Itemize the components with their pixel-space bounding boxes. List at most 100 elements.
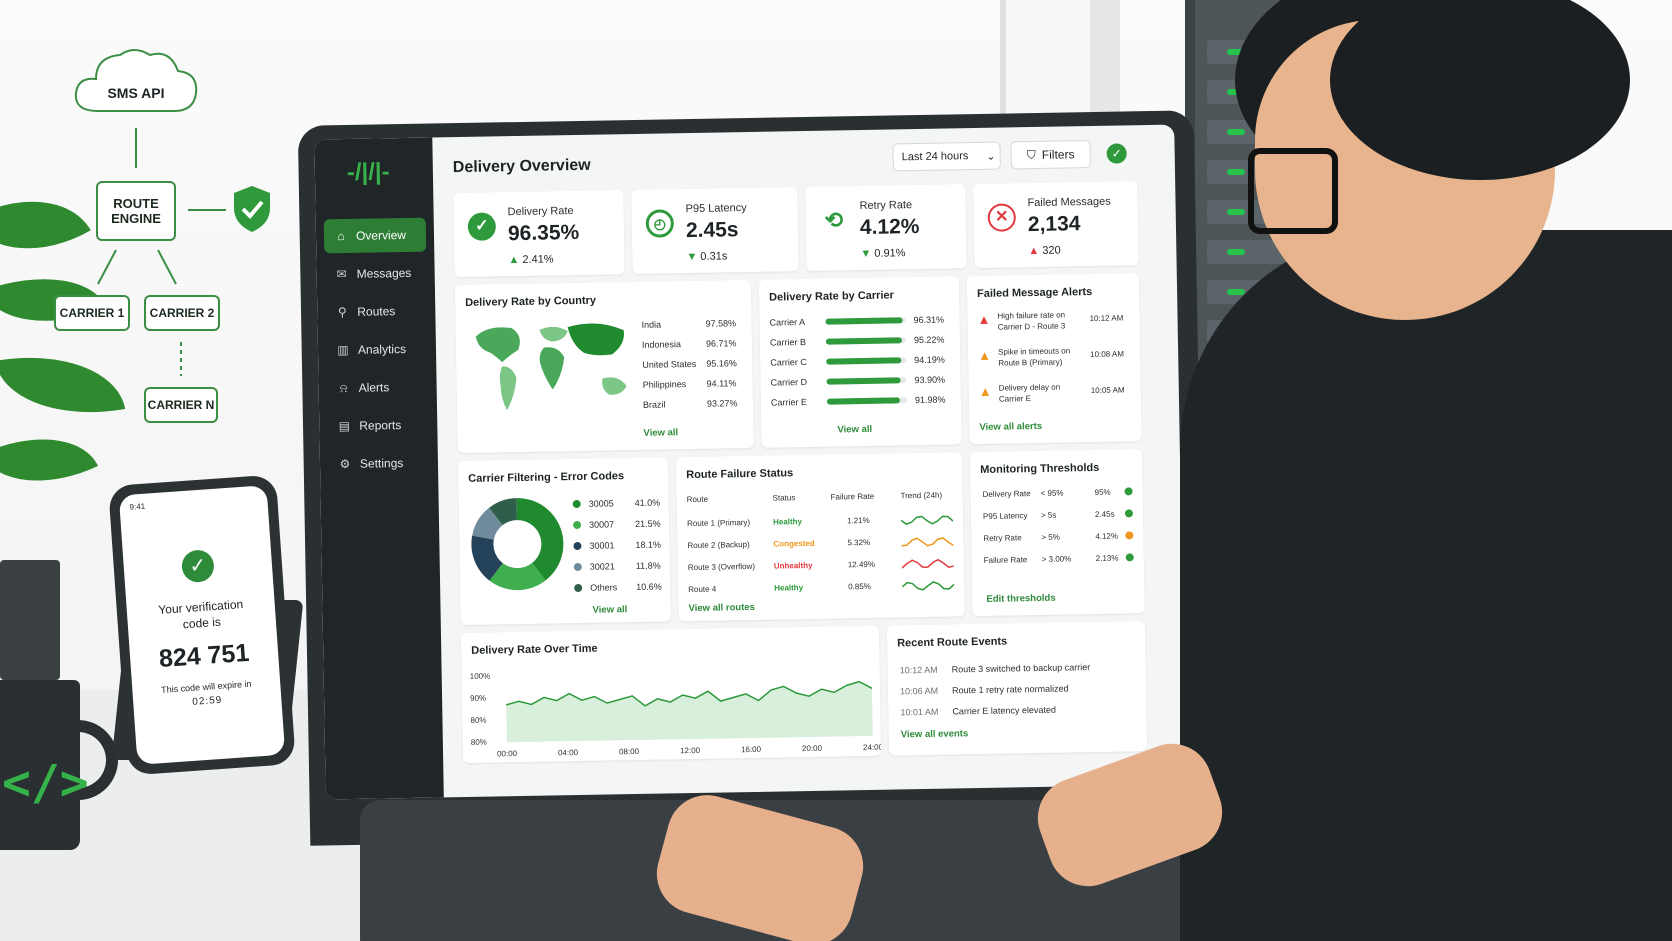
country-card: Delivery Rate by Country India 97.58% Indo…: [454, 279, 754, 454]
country-rate: 95.16%: [706, 358, 737, 369]
warning-icon: ▲: [977, 311, 991, 328]
view-all-alerts-link[interactable]: View all alerts: [979, 420, 1043, 433]
carrier-1-box: CARRIER 1: [54, 295, 130, 331]
error-code: Others: [590, 582, 618, 593]
y-tick-label: 80%: [471, 738, 487, 747]
error-code-pct: 11.8%: [635, 560, 661, 572]
view-all-events-link[interactable]: View all events: [900, 728, 969, 741]
card-title: Monitoring Thresholds: [980, 461, 1100, 476]
person-hair: [1330, 0, 1630, 180]
legend-swatch: [573, 520, 582, 530]
filter-icon: ⛉: [1026, 147, 1036, 162]
arrow-connector: [135, 128, 137, 168]
arrow-down-icon: ▼: [686, 250, 698, 264]
route-events-card: Recent Route Events 10:12 AM Route 3 swit…: [886, 621, 1148, 756]
carrier-rate-bar-fill: [825, 337, 902, 345]
sidebar-item-label: Routes: [357, 304, 396, 319]
card-title: Delivery Rate by Country: [465, 294, 597, 309]
alerts-list: ▲ High failure rate on Carrier D - Route 3…: [967, 273, 1139, 403]
main-content: Delivery Overview Last 24 hours ⌄ ⛉ Filter…: [440, 125, 1185, 798]
event-time: 10:06 AM: [899, 685, 939, 697]
route-status: Unhealthy: [773, 560, 813, 571]
delivery-rate-line: [505, 680, 873, 707]
threshold-metric: P95 Latency: [982, 511, 1028, 521]
sidebar-item-label: Reports: [359, 418, 402, 433]
carrier-2-box: CARRIER 2: [144, 295, 220, 331]
analytics-icon: ▥: [337, 342, 349, 358]
gear-icon: ⚙: [339, 456, 351, 472]
view-all-countries-link[interactable]: View all: [643, 427, 679, 439]
route-failure-rate: 0.85%: [848, 581, 871, 592]
card-title: Delivery Rate by Carrier: [769, 289, 894, 304]
carrier-n-label: CARRIER N: [147, 398, 215, 412]
sidebar-item-overview[interactable]: ⌂ Overview: [323, 217, 427, 254]
edit-thresholds-link[interactable]: Edit thresholds: [986, 592, 1056, 605]
carrier-rate-bar-fill: [825, 317, 903, 325]
warning-icon: ▲: [978, 383, 992, 399]
carrier-n-box: CARRIER N: [144, 387, 218, 423]
alert-time: 10:05 AM: [1090, 385, 1125, 396]
sidebar-item-analytics[interactable]: ▥ Analytics: [326, 332, 429, 368]
coffee-mug: [0, 680, 80, 850]
waveform-logo-icon: -/|/|-: [346, 158, 390, 186]
view-all-carriers-link[interactable]: View all: [837, 423, 873, 436]
sidebar-item-alerts[interactable]: ⍾ Alerts: [326, 370, 429, 406]
threshold-current: 4.12%: [1095, 531, 1119, 541]
route-name: Route 1 (Primary): [686, 518, 751, 529]
kpi-card-delivery-rate[interactable]: ✓ Delivery Rate 96.35% ▲ 2.41%: [453, 190, 625, 278]
delivery-rate-line-chart: 100% 90% 80% 80% 00:00 04:00 08:00 12:00 16:00 20…: [470, 672, 881, 759]
time-range-select[interactable]: Last 24 hours ⌄: [892, 141, 1001, 172]
threshold-status-dot: [1124, 509, 1134, 518]
alert-text: High failure rate on: [997, 310, 1066, 321]
sidebar-item-messages[interactable]: ✉ Messages: [324, 256, 427, 292]
country-rate: 97.58%: [705, 318, 737, 329]
world-map-icon: [475, 323, 627, 411]
threshold-metric: Failure Rate: [983, 555, 1028, 565]
carrier-name: Carrier A: [769, 317, 806, 328]
route-trend-sparkline: [901, 537, 954, 547]
carrier-rate-bar: [825, 317, 906, 325]
carrier-rate-bar: [826, 397, 907, 405]
route-engine-box: ROUTE ENGINE: [96, 181, 176, 241]
card-title: Recent Route Events: [897, 635, 1008, 650]
donut-slice-30001: [471, 535, 503, 581]
kpi-label: Failed Messages: [1027, 195, 1111, 210]
country-name: Philippines: [642, 379, 687, 390]
kpi-card-failed-messages[interactable]: ✕ Failed Messages 2,134 ▲ 320: [973, 181, 1139, 269]
sidebar: -/|/|- ⌂ Overview ✉ Messages ⚲ Routes ▥ Anal…: [314, 137, 444, 800]
phone: 9:41 ✓ Your verification code is 824 751…: [108, 474, 296, 776]
events-list: 10:12 AM Route 3 switched to backup carri…: [887, 621, 1145, 717]
routes-icon: ⚲: [337, 305, 347, 320]
phone-clock: 9:41: [129, 501, 146, 512]
carrier-rate: 91.98%: [914, 394, 946, 406]
route-name: Route 4: [688, 584, 717, 595]
view-all-codes-link[interactable]: View all: [592, 604, 628, 616]
arrow-down-icon: ▼: [860, 247, 872, 261]
filters-button[interactable]: ⛉ Filters: [1010, 140, 1091, 170]
sidebar-item-settings[interactable]: ⚙ Settings: [328, 446, 431, 482]
x-tick-label: 08:00: [619, 747, 640, 756]
carrier-name: Carrier D: [770, 376, 808, 388]
kpi-label: Delivery Rate: [507, 205, 574, 219]
error-code-pct: 41.0%: [634, 497, 661, 509]
shield-check-icon: [234, 186, 270, 232]
kpi-card-p95-latency[interactable]: ◴ P95 Latency 2.45s ▼ 0.31s: [631, 187, 799, 275]
kpi-label: P95 Latency: [685, 202, 747, 216]
carrier-2-label: CARRIER 2: [149, 306, 215, 320]
sidebar-item-routes[interactable]: ⚲ Routes: [325, 294, 428, 330]
error-code: 30005: [588, 498, 614, 509]
alert-text: Delivery delay on: [998, 382, 1061, 393]
message-icon: ✉: [336, 267, 347, 282]
route-engine-label: ROUTE ENGINE: [111, 196, 161, 226]
x-tick-label: 24:00: [863, 743, 881, 752]
kpi-value: 96.35%: [507, 220, 580, 246]
legend-swatch: [573, 541, 582, 551]
sidebar-item-label: Messages: [356, 265, 412, 281]
legend-swatch: [574, 583, 583, 593]
carrier-rate-bar: [826, 357, 907, 365]
kpi-card-retry-rate[interactable]: ⟲ Retry Rate 4.12% ▼ 0.91%: [805, 184, 967, 271]
view-all-routes-link[interactable]: View all routes: [688, 601, 755, 615]
sidebar-item-reports[interactable]: ▤ Reports: [327, 408, 430, 444]
country-name: United States: [642, 358, 697, 370]
error-code: 30001: [589, 540, 615, 551]
